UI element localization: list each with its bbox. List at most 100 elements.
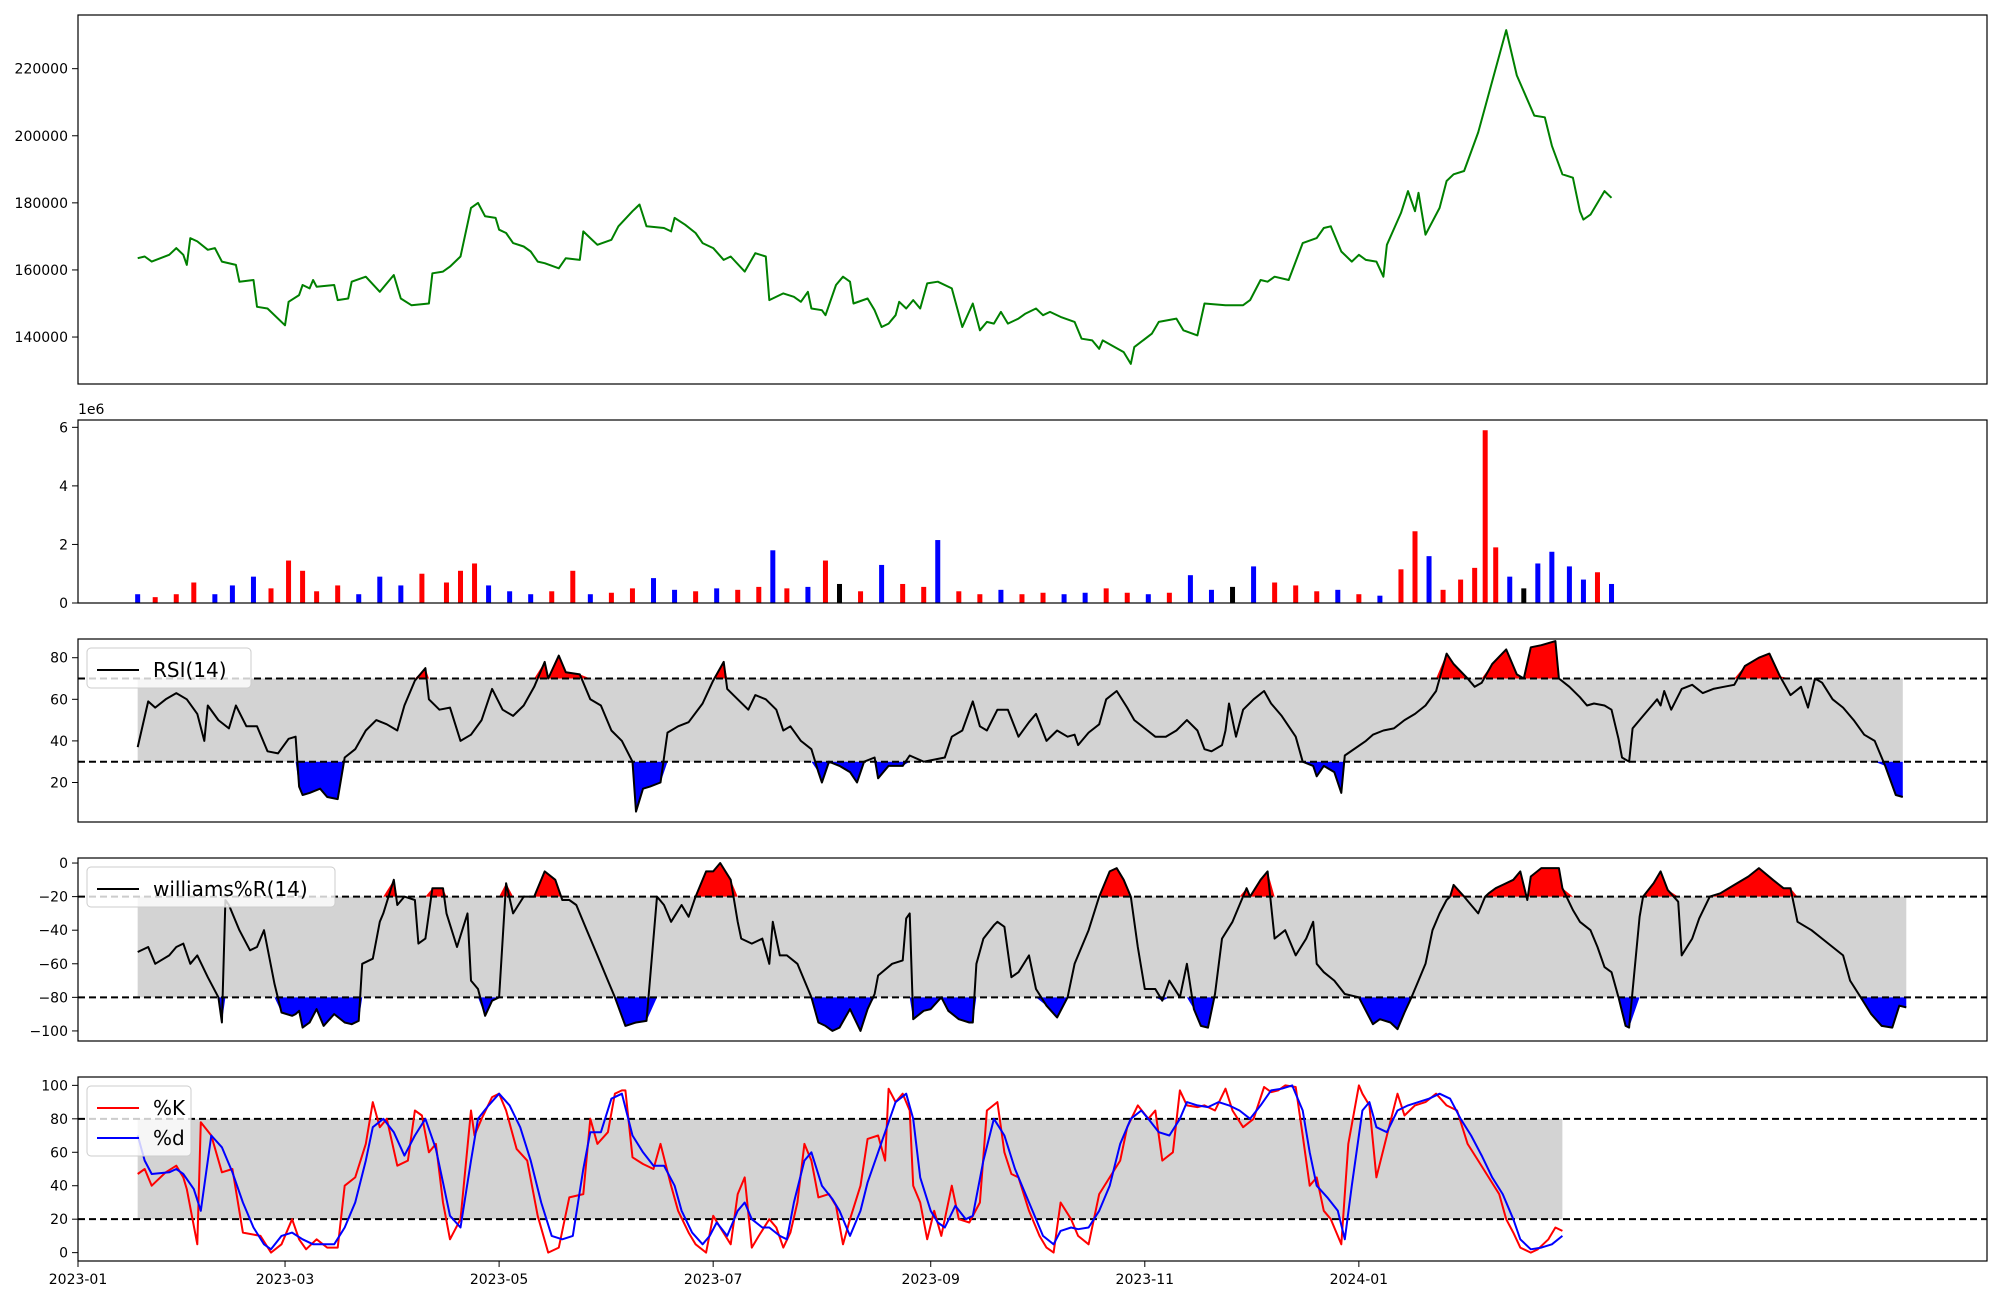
volume-bar [735, 589, 741, 603]
volume-bar [1580, 579, 1586, 603]
volume-bar [1507, 576, 1513, 603]
volume-bar [1061, 594, 1067, 603]
volume-bar [1335, 589, 1341, 603]
y-tick-label: 20 [50, 1212, 68, 1228]
volume-bar [858, 591, 864, 603]
volume-bar [173, 594, 179, 603]
volume-bar [1482, 430, 1488, 603]
volume-bar [1426, 556, 1432, 603]
volume-bar [836, 583, 842, 603]
volume-bar [1208, 589, 1214, 603]
volume-bar [1103, 588, 1109, 603]
volume-bar [935, 540, 941, 603]
williams-r-band [137, 896, 1907, 998]
volume-bar [1040, 592, 1046, 603]
volume-bar [1398, 569, 1404, 603]
y-tick-label: 0 [59, 1246, 68, 1262]
stochastic-series-line-1 [137, 1084, 1563, 1254]
volume-bar [135, 594, 141, 603]
williams-r-panel: −100 −80 −60 −40 −20 0 williams%R(14) [30, 856, 1988, 1042]
volume-bar [1472, 567, 1478, 603]
y-tick-label: −20 [38, 890, 68, 906]
volume-bar [1566, 566, 1572, 603]
rsi-series-line-1 [136, 640, 1904, 813]
williams-r-series-line-1 [137, 862, 1907, 1032]
volume-bar [1019, 594, 1025, 603]
volume-bar [419, 573, 425, 603]
price-series-line-1 [137, 29, 1613, 365]
volume-bar [268, 588, 274, 603]
y-tick-label: 20 [50, 775, 68, 791]
x-tick-label: 2023-01 [49, 1272, 108, 1288]
volume-panel: 0 2 4 6 1e6 [59, 402, 1988, 612]
stochastic-band [137, 1118, 1563, 1220]
volume-bar [956, 591, 962, 603]
volume-bar [1609, 583, 1615, 603]
volume-bar [1082, 592, 1088, 603]
y-tick-label: 200000 [15, 129, 68, 145]
y-tick-label: −60 [38, 957, 68, 973]
volume-bar [314, 591, 320, 603]
volume-bar [672, 589, 678, 603]
volume-bar [250, 576, 256, 603]
volume-bar [1458, 579, 1464, 603]
volume-bar [398, 585, 404, 603]
volume-bar [335, 585, 341, 603]
y-tick-label: −80 [38, 990, 68, 1006]
rsi-oversold-fill [137, 761, 1903, 812]
volume-bar [356, 594, 362, 603]
y-tick-label: 4 [59, 479, 68, 495]
volume-bar [191, 582, 197, 603]
legend-label: %d [153, 1126, 185, 1150]
volume-bar [1356, 594, 1362, 603]
rsi-overbought-fill [137, 641, 1903, 679]
y-tick-label: 0 [59, 856, 68, 872]
x-tick-label: 2024-01 [1330, 1272, 1389, 1288]
y-tick-label: 80 [50, 651, 68, 667]
volume-bar [693, 591, 699, 603]
y-tick-label: 60 [50, 1145, 68, 1161]
price-axes-frame [77, 14, 1988, 385]
y-tick-label: 220000 [15, 62, 68, 78]
x-tick-label: 2023-03 [256, 1272, 315, 1288]
volume-bar [608, 592, 614, 603]
volume-bar [756, 586, 762, 603]
volume-bar [921, 586, 927, 603]
legend-label: RSI(14) [153, 658, 227, 682]
volume-bar [570, 570, 576, 603]
volume-bar [472, 563, 478, 603]
volume-bar [443, 582, 449, 603]
rsi-panel: 20 40 60 80 RSI(14) [50, 638, 1988, 823]
volume-bar [300, 570, 306, 603]
williams-r-oversold-fill [137, 997, 1907, 1031]
x-tick-label: 2023-11 [1116, 1272, 1175, 1288]
y-tick-label: 40 [50, 1179, 68, 1195]
y-tick-label: 40 [50, 734, 68, 750]
y-tick-label: 80 [50, 1112, 68, 1128]
volume-bar [822, 560, 828, 603]
volume-bar [1549, 551, 1555, 603]
williams-r-axes-frame [77, 857, 1988, 1042]
volume-bar [1493, 547, 1499, 603]
volume-bar [587, 594, 593, 603]
volume-bar [784, 588, 790, 603]
legend-label: %K [153, 1096, 186, 1120]
y-tick-label: 2 [59, 537, 68, 553]
volume-bar [549, 591, 555, 603]
volume-bar [879, 564, 885, 603]
x-tick-label: 2023-09 [901, 1272, 960, 1288]
volume-bar [770, 550, 776, 603]
volume-bar [507, 591, 513, 603]
stochastic-axes-frame [77, 1076, 1988, 1262]
volume-bar [1521, 588, 1527, 603]
volume-bar [1314, 591, 1320, 603]
williams-r-overbought-fill [137, 863, 1907, 897]
volume-bar [651, 578, 657, 603]
volume-bar [805, 586, 811, 603]
volume-bar [1594, 572, 1600, 603]
volume-bar [152, 597, 158, 603]
volume-bar [1251, 566, 1257, 603]
y-tick-label: 160000 [15, 263, 68, 279]
y-tick-label: 60 [50, 692, 68, 708]
